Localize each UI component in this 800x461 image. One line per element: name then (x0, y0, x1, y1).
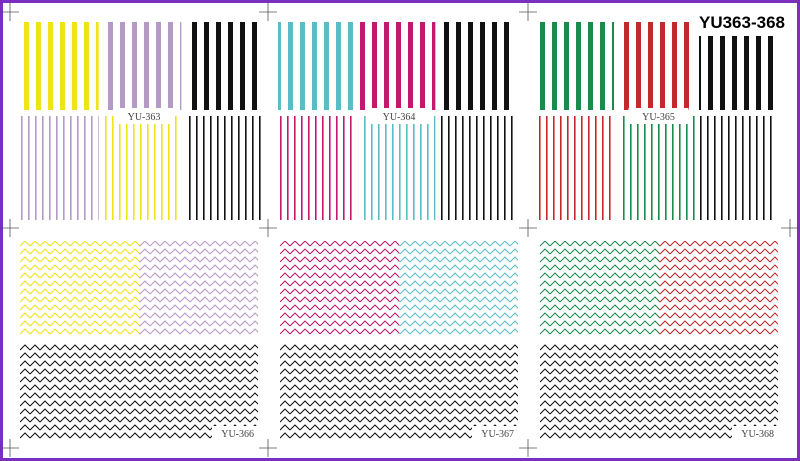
zigzag (399, 241, 518, 335)
thick-stripes (439, 22, 516, 110)
crop-mark (1, 219, 19, 237)
thin-stripes (185, 116, 264, 220)
title: YU363-368 (699, 13, 785, 32)
thin-stripes (618, 116, 695, 220)
zigzag (139, 241, 258, 335)
crop-mark (519, 439, 537, 457)
crop-mark (1, 439, 19, 457)
artwork: YU-363 YU-364 YU-365 YU-366 YU-367 YU-368 (1, 3, 799, 457)
zigzag (280, 241, 399, 335)
zigzag (280, 343, 518, 439)
zigzag (540, 241, 659, 335)
thin-stripes (439, 116, 516, 220)
thin-stripes (358, 116, 436, 220)
zigzag (20, 241, 139, 335)
thin-stripes (699, 116, 776, 220)
crop-mark (259, 439, 277, 457)
crop-mark (259, 219, 277, 237)
panel-label: YU-365 (642, 112, 675, 123)
thick-stripes (20, 22, 99, 110)
thick-stripes (537, 22, 614, 110)
title-bg (690, 8, 794, 36)
label-bg (732, 426, 778, 440)
crop-mark (519, 219, 537, 237)
crop-mark (1, 3, 19, 21)
thick-stripes (358, 22, 436, 110)
label-bg (628, 108, 689, 124)
thick-stripes (185, 22, 264, 110)
thin-stripes (20, 116, 99, 220)
panel-label: YU-364 (383, 112, 416, 123)
zigzag (659, 241, 778, 335)
crop-mark (519, 3, 537, 21)
zigzag (20, 343, 258, 439)
zigzag (540, 343, 778, 439)
panel-label: YU-367 (481, 429, 514, 440)
thick-stripes (618, 22, 695, 110)
thin-stripes (537, 116, 614, 220)
panel-label: YU-363 (128, 112, 161, 123)
panel-label: YU-366 (221, 429, 254, 440)
thin-stripes (278, 116, 355, 220)
panel-label: YU-368 (741, 429, 774, 440)
thin-stripes (102, 116, 182, 220)
thick-stripes (699, 22, 776, 110)
label-bg (472, 426, 518, 440)
label-bg (212, 426, 258, 440)
thick-stripes (102, 22, 182, 110)
label-bg (369, 108, 429, 124)
thick-stripes (278, 22, 355, 110)
crop-mark (259, 3, 277, 21)
crop-mark (781, 219, 799, 237)
label-bg (114, 108, 174, 124)
